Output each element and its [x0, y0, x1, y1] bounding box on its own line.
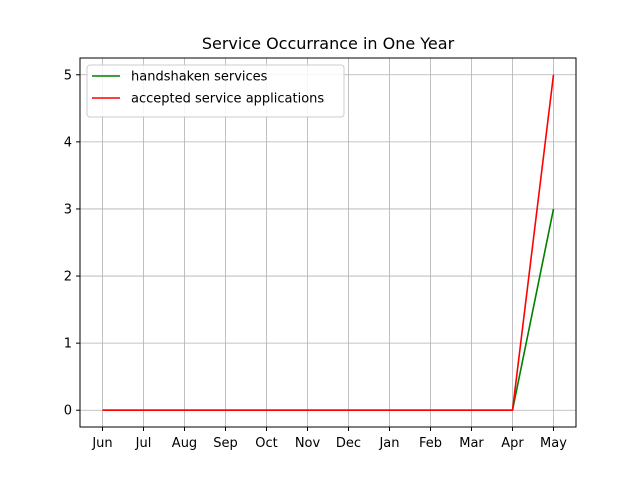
- y-tick-label: 2: [64, 270, 72, 285]
- x-tick-label: Aug: [172, 436, 197, 451]
- y-tick-label: 5: [64, 68, 72, 83]
- y-tick-label: 3: [64, 202, 72, 217]
- x-tick-label: Jun: [91, 436, 112, 451]
- legend-label: accepted service applications: [131, 92, 324, 107]
- x-tick-label: May: [540, 436, 567, 451]
- x-tick-label: Oct: [255, 436, 277, 451]
- x-tick-label: Mar: [459, 436, 484, 451]
- x-tick-label: Dec: [336, 436, 361, 451]
- chart-title: Service Occurrance in One Year: [202, 34, 455, 53]
- y-tick-label: 4: [64, 135, 72, 150]
- y-tick-label: 1: [64, 337, 72, 352]
- legend: handshaken services accepted service appl…: [86, 64, 345, 118]
- y-tick-label: 0: [64, 404, 72, 419]
- x-tick-label: Jan: [378, 436, 399, 451]
- x-tick-label: Feb: [419, 436, 442, 451]
- plot-frame: [79, 57, 577, 428]
- x-tick-label: Nov: [295, 436, 321, 451]
- axes: Jun Jul Aug Sep Oct Nov Dec Jan Feb Mar Apr May 0 1 2 3…: [64, 68, 568, 451]
- x-tick-label: Sep: [213, 436, 238, 451]
- legend-label: handshaken services: [131, 70, 268, 85]
- series-line-2: [102, 74, 555, 412]
- x-tick-label: Jul: [135, 436, 152, 451]
- series-line-1: [102, 208, 555, 412]
- legend-box: [86, 64, 345, 118]
- series-lines: [102, 74, 555, 412]
- x-tick-label: Apr: [501, 436, 524, 451]
